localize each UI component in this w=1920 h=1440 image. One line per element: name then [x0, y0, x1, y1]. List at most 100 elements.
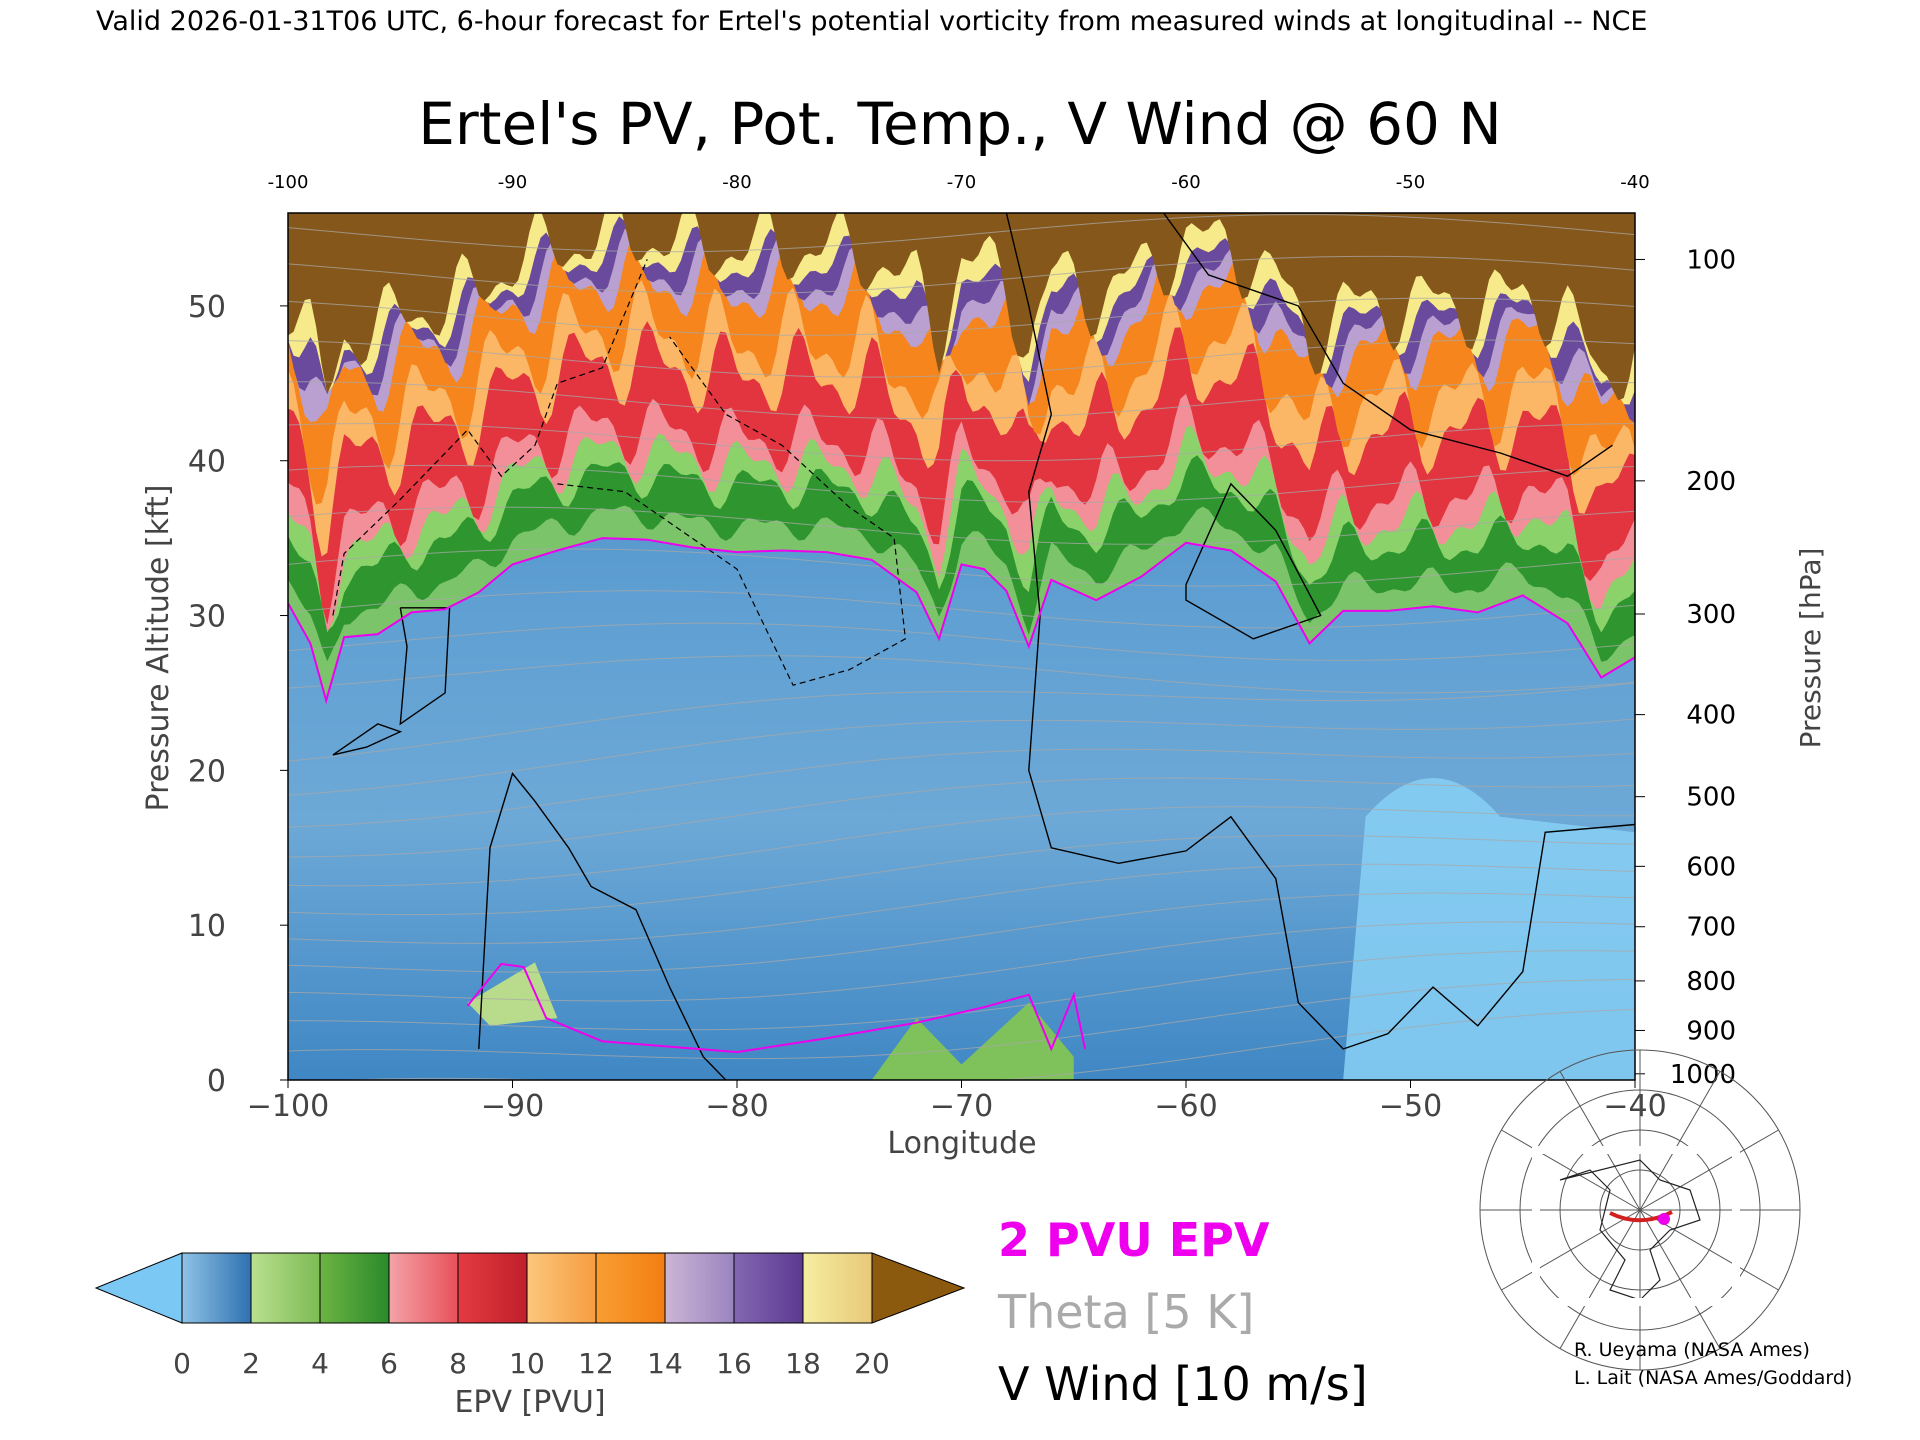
epv-band-10	[288, 213, 1635, 401]
x-tick-label: −80	[705, 1089, 768, 1124]
wind-contour-dashed-1	[557, 336, 907, 686]
colorbar-tick-label: 6	[380, 1347, 398, 1380]
header-caption: Valid 2026-01-31T06 UTC, 6-hour forecast…	[96, 6, 1647, 37]
theta-contour-0	[337, 1008, 1635, 1080]
wind-contour-solid-2	[399, 607, 451, 726]
colorbar-under-arrow	[94, 1252, 183, 1324]
theta-contour-10	[288, 718, 1635, 796]
theta-contour-14	[288, 590, 1635, 629]
epv-surface-patch-2	[871, 1002, 1074, 1080]
theta-contour-11	[288, 682, 1635, 762]
theta-contour-12	[288, 655, 1635, 694]
x-top-tick-label: -70	[947, 172, 976, 193]
theta-contour-8	[288, 777, 1635, 858]
colorbar-segment-0	[181, 1252, 252, 1324]
y2-axis-label: Pressure [hPa]	[1794, 548, 1827, 749]
pressure-tick-label: 100	[1686, 245, 1736, 275]
x-top-tick-label: -80	[722, 172, 751, 193]
chart-title: Ertel's PV, Pot. Temp., V Wind @ 60 N	[418, 90, 1501, 158]
colorbar-tick-label: 10	[509, 1347, 545, 1380]
locator-marker	[1658, 1213, 1670, 1225]
y-tick-label: 20	[188, 754, 226, 789]
theta-contour-22	[288, 255, 1635, 295]
pressure-tick-label: 700	[1686, 913, 1736, 943]
colorbar-segment-4	[457, 1252, 528, 1324]
colorbar-tick-label: 4	[311, 1347, 329, 1380]
x-top-tick-label: -40	[1620, 172, 1649, 193]
y-tick-label: 50	[188, 290, 226, 325]
pressure-tick-label: 300	[1686, 600, 1736, 630]
pressure-tick-label: 800	[1686, 967, 1736, 997]
y-tick-label: 0	[207, 1064, 226, 1099]
x-tick-label: −60	[1154, 1089, 1217, 1124]
credit-line-1: R. Ueyama (NASA Ames)	[1574, 1339, 1810, 1361]
locator-meridian	[1501, 1209, 1641, 1291]
wind-contour-solid-0	[478, 772, 727, 1080]
x-top-tick-label: -60	[1171, 172, 1200, 193]
wind-contour-dashed-0	[332, 259, 648, 616]
x-axis-label: Longitude	[887, 1126, 1036, 1161]
y-tick-label: 40	[188, 445, 226, 480]
x-tick-label: −50	[1379, 1089, 1442, 1124]
colorbar-tick-label: 2	[242, 1347, 260, 1380]
colorbar-segment-3	[388, 1252, 459, 1324]
credit-line-2: L. Lait (NASA Ames/Goddard)	[1574, 1367, 1852, 1389]
epv-surface-patch-1	[467, 962, 558, 1026]
colorbar-segment-6	[595, 1252, 666, 1324]
locator-meridian	[1639, 1209, 1721, 1349]
wind-contour-solid-1	[1005, 213, 1635, 1050]
pv-2pvu-line	[288, 537, 1635, 705]
pressure-tick-label: 500	[1686, 783, 1736, 813]
wind-contour-solid-4	[1185, 482, 1322, 640]
x-top-tick-label: -90	[498, 172, 527, 193]
x-tick-label: −90	[481, 1089, 544, 1124]
theta-contour-15	[288, 548, 1635, 587]
locator-meridian	[1559, 1071, 1641, 1211]
legend-wind: V Wind [10 m/s]	[998, 1357, 1368, 1411]
colorbar-tick-label: 20	[854, 1347, 890, 1380]
x-tick-label: −100	[247, 1089, 329, 1124]
x-tick-label: −70	[930, 1089, 993, 1124]
colorbar-segment-5	[526, 1252, 597, 1324]
colorbar: 0 2 4 6 8 10 12 14 16 18 20	[94, 1252, 966, 1380]
locator-coastline	[1559, 1159, 1701, 1301]
wind-contour-solid-5	[1163, 213, 1613, 477]
colorbar-tick-label: 18	[785, 1347, 821, 1380]
colorbar-segment-7	[664, 1252, 735, 1324]
theta-contour-17	[288, 464, 1635, 504]
theta-contour-7	[288, 806, 1635, 887]
wind-contour-solid-3	[332, 723, 403, 756]
pressure-tick-label: 600	[1686, 852, 1736, 882]
theta-contour-16	[288, 506, 1635, 545]
locator-meridian	[1639, 1071, 1721, 1211]
theta-contour-23	[288, 214, 1635, 253]
theta-contour-1	[288, 979, 1635, 1060]
locator-meridian	[1559, 1209, 1641, 1349]
theta-contour-6	[288, 834, 1635, 916]
colorbar-label: EPV [PVU]	[454, 1385, 605, 1420]
pressure-tick-label: 400	[1686, 701, 1736, 731]
colorbar-segment-2	[319, 1252, 390, 1324]
theta-contour-21	[288, 297, 1635, 336]
y-axis-left: 0 10 20 30 40 50	[188, 290, 288, 1099]
colorbar-tick-label: 14	[647, 1347, 683, 1380]
colorbar-over-arrow	[871, 1252, 966, 1324]
y-tick-label: 10	[188, 909, 226, 944]
locator-meridian	[1501, 1129, 1641, 1211]
x-axis-bottom: −100 −90 −80 −70 −60 −50 −40	[247, 1080, 1667, 1124]
colorbar-segment-8	[733, 1252, 804, 1324]
x-tick-label: −40	[1603, 1089, 1666, 1124]
theta-contour-19	[288, 381, 1635, 420]
theta-contour-13	[288, 622, 1635, 661]
pressure-tick-label: 200	[1686, 467, 1736, 497]
x-axis-top: -100 -90 -80 -70 -60 -50 -40	[268, 172, 1650, 193]
legend-pv: 2 PVU EPV	[998, 1213, 1270, 1267]
colorbar-segment-1	[250, 1252, 321, 1324]
pressure-tick-label: 900	[1686, 1016, 1736, 1046]
plot-area	[288, 213, 1635, 1080]
pv-2pvu-surface-line	[466, 962, 1086, 1054]
colorbar-tick-label: 8	[449, 1347, 467, 1380]
y-axis-label: Pressure Altitude [kft]	[141, 485, 176, 812]
